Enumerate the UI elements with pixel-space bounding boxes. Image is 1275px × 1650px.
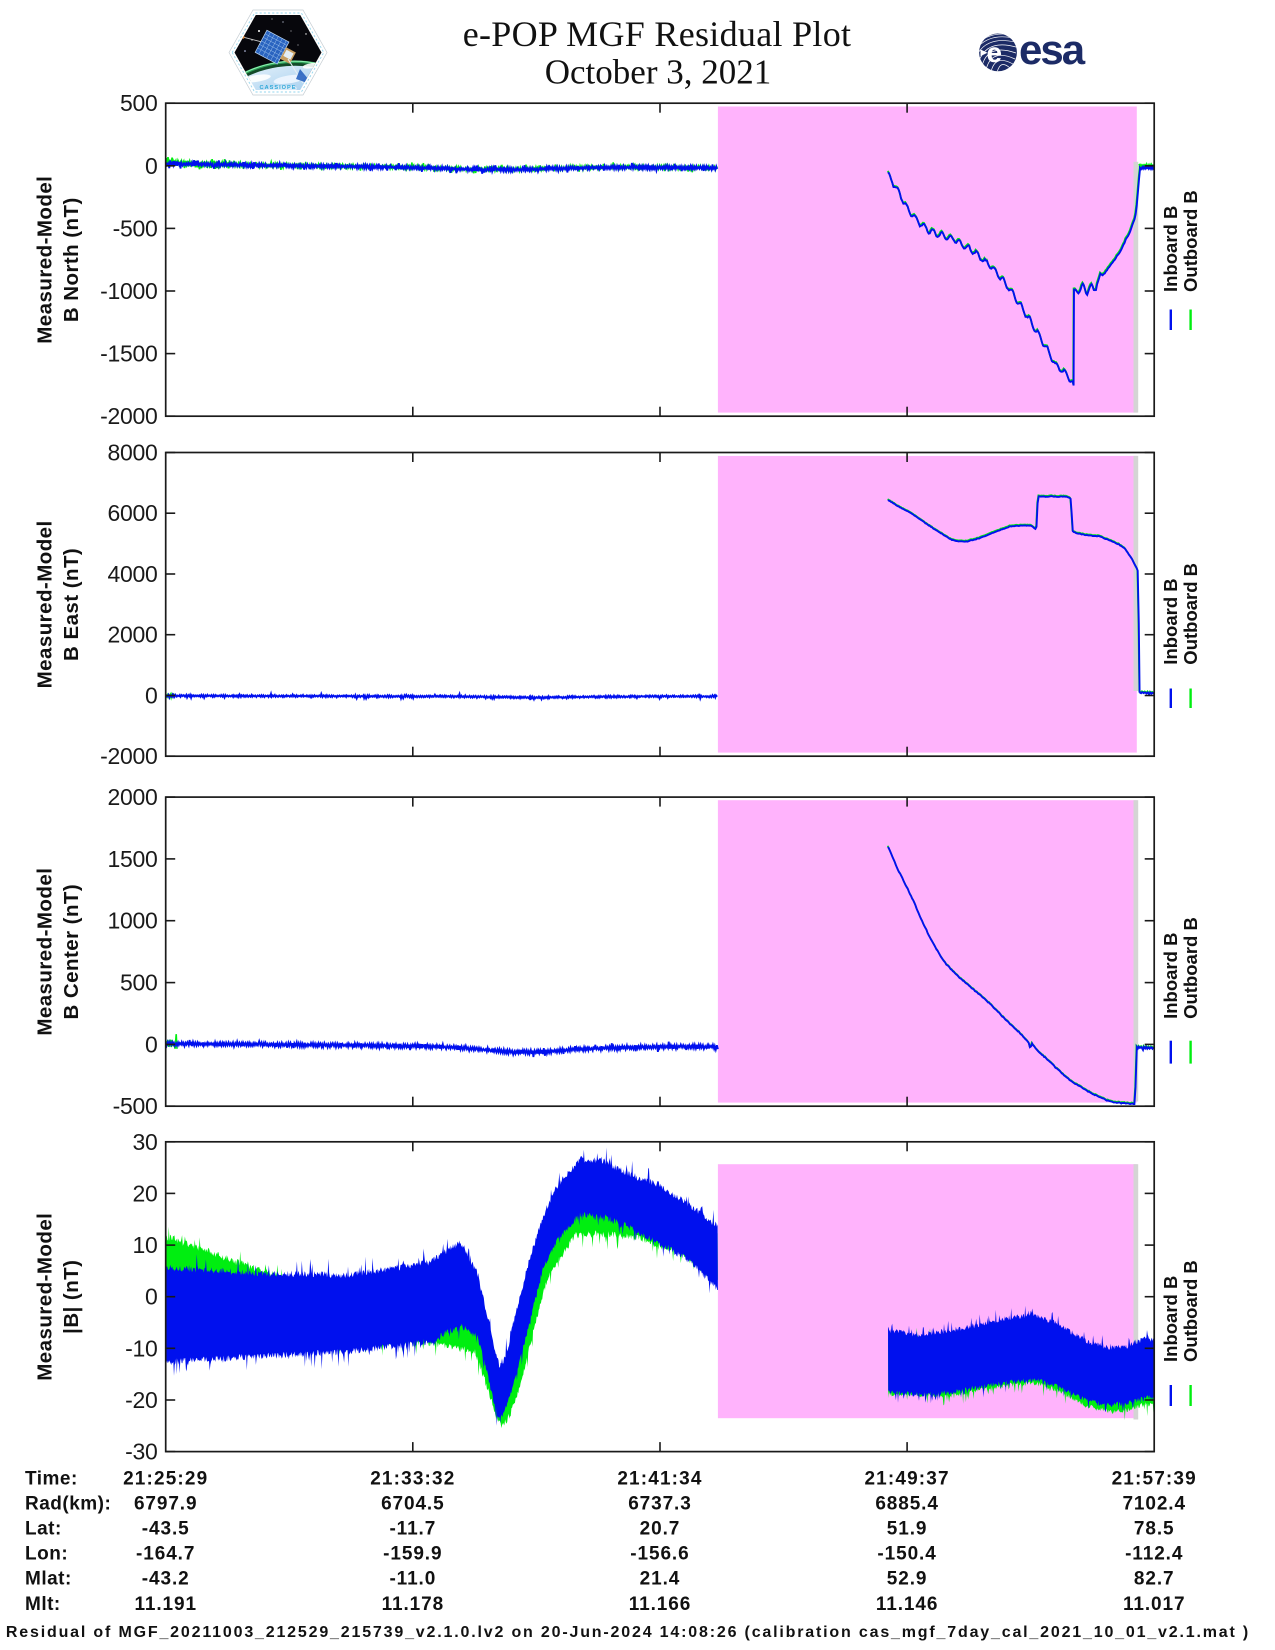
svg-text:Outboard B: Outboard B — [1180, 917, 1201, 1019]
svg-text:Mlt:: Mlt: — [25, 1594, 61, 1615]
svg-text:500: 500 — [120, 90, 157, 116]
svg-text:Inboard B: Inboard B — [1160, 206, 1181, 292]
svg-text:11.166: 11.166 — [629, 1594, 691, 1615]
svg-text:21:25:29: 21:25:29 — [123, 1468, 208, 1489]
svg-text:21.4: 21.4 — [640, 1569, 681, 1590]
svg-text:-11.0: -11.0 — [389, 1569, 436, 1590]
svg-text:21:41:34: 21:41:34 — [617, 1468, 702, 1489]
svg-text:Rad(km):: Rad(km): — [25, 1493, 111, 1514]
svg-text:Outboard B: Outboard B — [1180, 190, 1201, 292]
svg-text:6704.5: 6704.5 — [381, 1493, 445, 1514]
svg-text:esa: esa — [1019, 29, 1086, 73]
svg-text:30: 30 — [133, 1129, 158, 1155]
svg-text:-20: -20 — [125, 1387, 157, 1413]
svg-text:-11.7: -11.7 — [389, 1519, 436, 1540]
svg-text:11.146: 11.146 — [876, 1594, 938, 1615]
svg-text:-1500: -1500 — [100, 341, 157, 367]
svg-text:Measured-Model: Measured-Model — [34, 1213, 57, 1381]
svg-text:e-POP MGF Residual Plot: e-POP MGF Residual Plot — [463, 14, 852, 54]
svg-text:51.9: 51.9 — [887, 1519, 928, 1540]
svg-text:Measured-Model: Measured-Model — [34, 868, 57, 1036]
svg-text:-159.9: -159.9 — [383, 1544, 442, 1565]
svg-text:0: 0 — [145, 1284, 158, 1310]
svg-text:-500: -500 — [113, 1093, 158, 1119]
svg-text:21:33:32: 21:33:32 — [370, 1468, 455, 1489]
svg-text:Residual of MGF_20211003_21252: Residual of MGF_20211003_212529_215739_v… — [6, 1624, 1250, 1641]
svg-text:Time:: Time: — [25, 1468, 78, 1489]
svg-text:0: 0 — [145, 153, 158, 179]
svg-text:2000: 2000 — [108, 784, 158, 810]
svg-text:Inboard B: Inboard B — [1160, 1276, 1181, 1362]
svg-text:-2000: -2000 — [100, 743, 157, 769]
svg-text:7102.4: 7102.4 — [1122, 1493, 1186, 1514]
svg-text:1500: 1500 — [108, 846, 158, 872]
svg-text:82.7: 82.7 — [1134, 1569, 1175, 1590]
svg-text:500: 500 — [120, 970, 157, 996]
svg-text:6885.4: 6885.4 — [875, 1493, 939, 1514]
svg-text:1000: 1000 — [108, 908, 158, 934]
svg-text:e: e — [987, 37, 1003, 68]
svg-text:B North (nT): B North (nT) — [60, 197, 83, 322]
svg-text:-30: -30 — [125, 1439, 157, 1465]
svg-text:-2000: -2000 — [100, 403, 157, 429]
svg-text:11.017: 11.017 — [1123, 1594, 1185, 1615]
svg-text:-156.6: -156.6 — [630, 1544, 689, 1565]
svg-text:11.191: 11.191 — [134, 1594, 196, 1615]
svg-text:8000: 8000 — [108, 440, 158, 466]
svg-text:Lat:: Lat: — [25, 1519, 62, 1540]
svg-text:-10: -10 — [125, 1335, 157, 1361]
svg-text:-43.2: -43.2 — [142, 1569, 190, 1590]
svg-text:21:57:39: 21:57:39 — [1112, 1468, 1197, 1489]
svg-text:Inboard B: Inboard B — [1160, 578, 1181, 664]
svg-text:CASSIOPE: CASSIOPE — [260, 85, 297, 91]
svg-text:21:49:37: 21:49:37 — [864, 1468, 949, 1489]
svg-text:Mlat:: Mlat: — [25, 1569, 72, 1590]
svg-text:6797.9: 6797.9 — [134, 1493, 198, 1514]
svg-text:-500: -500 — [113, 215, 158, 241]
svg-text:B East (nT): B East (nT) — [60, 548, 83, 661]
svg-text:11.178: 11.178 — [382, 1594, 444, 1615]
svg-text:52.9: 52.9 — [887, 1569, 928, 1590]
svg-text:0: 0 — [145, 1031, 158, 1057]
svg-text:Measured-Model: Measured-Model — [34, 176, 57, 344]
svg-text:Outboard B: Outboard B — [1180, 563, 1201, 665]
svg-text:-112.4: -112.4 — [1125, 1544, 1183, 1565]
svg-text:B Center (nT): B Center (nT) — [60, 884, 83, 1020]
svg-text:-150.4: -150.4 — [877, 1544, 936, 1565]
svg-text:20: 20 — [133, 1180, 158, 1206]
svg-text:2000: 2000 — [108, 622, 158, 648]
svg-text:Inboard B: Inboard B — [1160, 933, 1181, 1019]
svg-text:Outboard B: Outboard B — [1180, 1260, 1201, 1362]
svg-text:-43.5: -43.5 — [142, 1519, 190, 1540]
svg-text:10: 10 — [133, 1232, 158, 1258]
svg-text:Measured-Model: Measured-Model — [34, 520, 57, 688]
svg-text:20.7: 20.7 — [640, 1519, 681, 1540]
svg-text:6737.3: 6737.3 — [628, 1493, 692, 1514]
svg-text:6000: 6000 — [108, 500, 158, 526]
svg-text:0: 0 — [145, 682, 158, 708]
svg-text:-164.7: -164.7 — [136, 1544, 195, 1565]
svg-text:78.5: 78.5 — [1134, 1519, 1175, 1540]
svg-text:4000: 4000 — [108, 561, 158, 587]
svg-text:Lon:: Lon: — [25, 1544, 68, 1565]
svg-text:-1000: -1000 — [100, 278, 157, 304]
svg-text:October 3, 2021: October 3, 2021 — [545, 53, 771, 92]
svg-text:|B| (nT): |B| (nT) — [60, 1260, 83, 1334]
